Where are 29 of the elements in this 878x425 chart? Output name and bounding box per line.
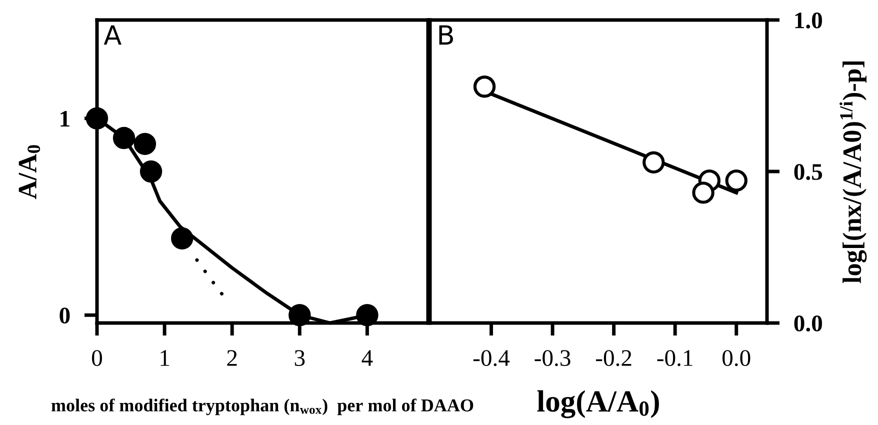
annotation: B [439,25,453,45]
y2-axis-title: log[(nx/(A/A0)$^{1/i}$)-p] [840,62,867,284]
x-axis-title: moles of modified tryptophan (n$_{wox}$) per mol of DAAO [51,398,474,416]
point [134,132,156,156]
point [642,151,665,174]
x-tick-label: 0 [92,350,102,366]
point [356,304,378,326]
x-axis-title: log(A/A$_{0}$) [537,390,659,418]
annotation: A [104,25,122,45]
x-tick-label: -0.3 [534,350,570,366]
x-tick-label: -0.1 [657,350,692,366]
y-axis-title: A/A$_{0}$ [18,145,40,200]
x-tick-label: 0.0 [722,350,750,366]
x-tick-label: 4 [362,350,373,366]
point [140,160,162,183]
point [725,169,748,192]
y2-tick-label: 0.5 [794,164,822,180]
point [473,76,496,98]
x-tick-label: -0.2 [596,350,632,366]
point [112,126,136,150]
y2-tick-label: 0.0 [794,315,822,332]
x-tick-label: -0.4 [473,350,510,366]
x-tick-label: 1 [160,350,170,366]
x-tick-label: 2 [227,350,237,366]
point [692,182,714,204]
point [288,304,311,326]
point [171,227,194,250]
y2-tick-label: 1.0 [795,12,822,29]
x-tick-label: 3 [294,350,305,366]
